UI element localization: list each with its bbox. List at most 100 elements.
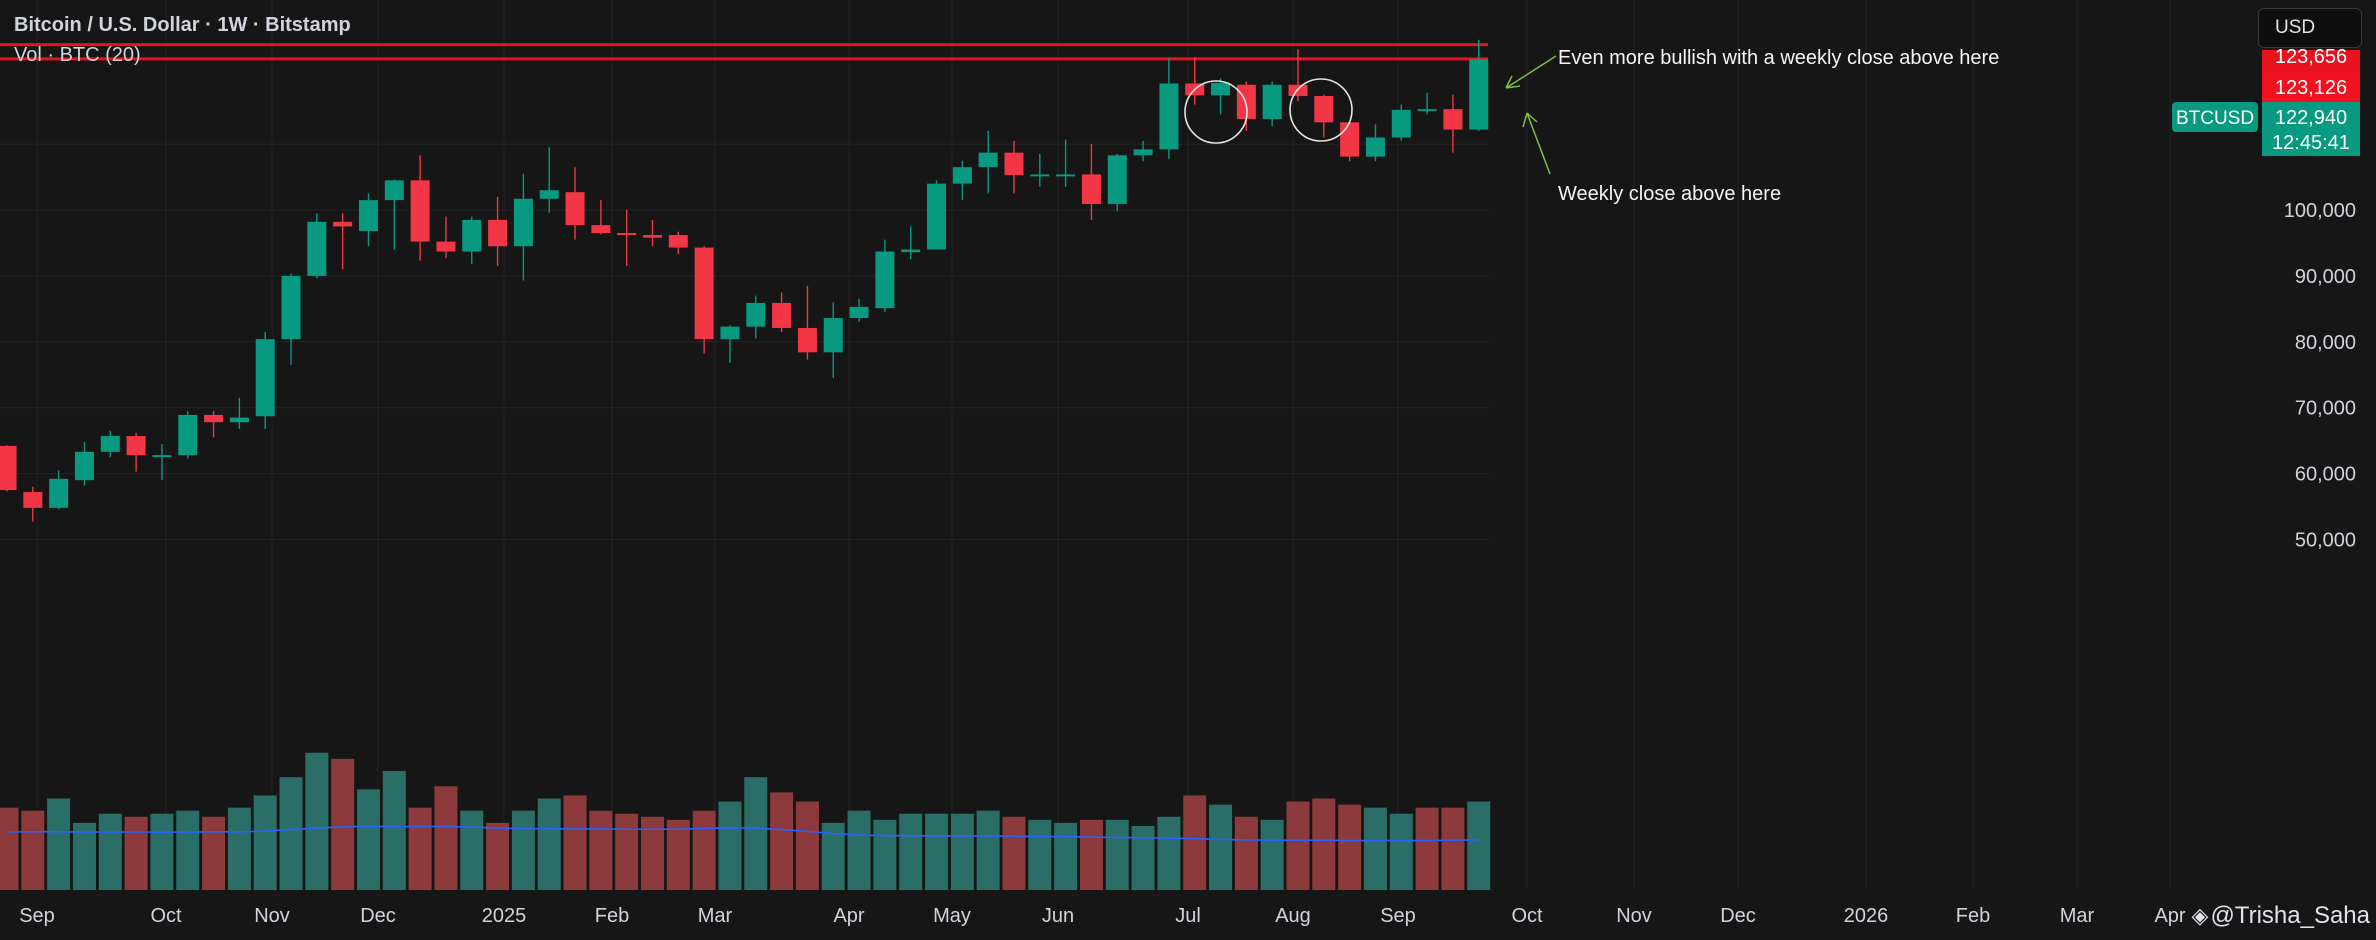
candle — [1288, 49, 1308, 102]
candle-body — [74, 451, 94, 481]
y-axis-tick-label: 60,000 — [2295, 464, 2356, 486]
x-axis-tick-label: Nov — [254, 905, 290, 927]
volume-bar — [1105, 819, 1129, 890]
candle-body — [1443, 109, 1463, 130]
volume-bar — [511, 810, 535, 890]
volume-indicator-label[interactable]: Vol · BTC (20) — [14, 44, 141, 66]
volume-bar — [1312, 798, 1336, 890]
candle-body — [1056, 174, 1076, 177]
volume-bar — [1131, 825, 1155, 890]
annotation-arrow-lower — [1522, 112, 1551, 175]
price-label-red-level-text: 123,126 — [2275, 77, 2347, 99]
volume-bar — [537, 798, 561, 890]
x-axis-tick-label: 2026 — [1844, 905, 1889, 927]
candle — [488, 196, 508, 267]
x-axis-tick-label: May — [933, 905, 971, 927]
candle-body — [1262, 84, 1282, 120]
candle — [74, 441, 94, 486]
candle — [307, 213, 327, 279]
volume-bar — [976, 810, 1000, 890]
candle — [178, 410, 198, 459]
candle-body — [952, 167, 972, 184]
candle — [436, 216, 456, 259]
candle-body — [849, 306, 869, 319]
volume-bar — [47, 798, 71, 890]
x-axis-tick-label: Sep — [1380, 905, 1416, 927]
price-label-top-partial-bg — [2262, 50, 2360, 72]
candle — [23, 486, 43, 522]
candle — [1469, 39, 1489, 131]
candle-body — [152, 455, 172, 458]
candle — [1004, 140, 1024, 194]
volume-bar — [1389, 813, 1413, 890]
candle — [1159, 57, 1179, 160]
volume-bar — [950, 813, 974, 890]
candle — [797, 285, 817, 360]
candle — [927, 180, 947, 250]
candle-body — [281, 275, 301, 340]
candle-body — [1417, 109, 1437, 112]
candle — [126, 432, 146, 472]
volume-bar — [1467, 801, 1491, 890]
candle-body — [100, 436, 120, 452]
candle-body — [333, 221, 353, 227]
volume-bar — [770, 792, 794, 890]
candle-body — [204, 414, 224, 423]
x-axis-tick-label: Jun — [1042, 905, 1074, 927]
volume-bar — [744, 777, 768, 890]
symbol-label-text: BTCUSD — [2176, 108, 2254, 129]
candle-body — [1004, 152, 1024, 176]
candle-body — [513, 198, 533, 247]
candle-body — [23, 492, 43, 508]
volume-bar — [589, 810, 613, 890]
price-label-red-level-bg — [2262, 72, 2360, 102]
candle — [152, 443, 172, 481]
author-name: @Trisha_Saha — [2210, 902, 2370, 929]
candle — [1417, 92, 1437, 115]
volume-bar — [486, 822, 510, 890]
volume-bar — [382, 771, 406, 890]
price-label-top-partial-text: 123,656 — [2275, 46, 2347, 68]
candle — [204, 410, 224, 438]
volume-bar — [253, 795, 277, 890]
x-axis-tick-label: Dec — [1720, 905, 1756, 927]
candle-body — [410, 180, 430, 242]
volume-bar — [1157, 816, 1181, 890]
candle-body — [1107, 155, 1127, 205]
volume-bar — [460, 810, 484, 890]
candle — [462, 216, 482, 265]
candle — [617, 209, 637, 267]
candle — [823, 302, 843, 379]
candle-body — [746, 302, 766, 327]
volume-bar — [1028, 819, 1052, 890]
candle — [1340, 121, 1360, 162]
candle-body — [358, 200, 378, 232]
candle — [1107, 153, 1127, 212]
candle-body — [1340, 122, 1360, 157]
price-label-red-level: 123,126 — [2262, 72, 2360, 102]
annotation-text-upper: Even more bullish with a weekly close ab… — [1558, 47, 1999, 69]
candle — [1030, 153, 1050, 187]
price-label-last-bg — [2262, 102, 2360, 156]
volume-bar — [821, 822, 845, 890]
candle — [1314, 94, 1334, 138]
volume-bar — [692, 810, 716, 890]
candle-body — [1030, 174, 1050, 177]
x-axis-tick-label: Apr — [2154, 905, 2185, 927]
candle-body — [772, 302, 792, 328]
candle-body — [1314, 95, 1334, 123]
currency-button[interactable]: USD — [2258, 8, 2362, 48]
price-label-last: 122,940 12:45:41 — [2262, 102, 2360, 156]
volume-bar — [615, 813, 639, 890]
candle-body — [1365, 137, 1385, 157]
volume-bar — [1054, 822, 1078, 890]
candle-body — [539, 190, 559, 199]
symbol-label: BTCUSD — [2172, 102, 2258, 132]
volume-bar — [1183, 795, 1207, 890]
volume-bar — [176, 810, 200, 890]
candle — [384, 179, 404, 250]
candle-body — [875, 251, 895, 309]
author-watermark: ◈@Trisha_Saha — [2192, 902, 2370, 930]
candle — [333, 213, 353, 270]
